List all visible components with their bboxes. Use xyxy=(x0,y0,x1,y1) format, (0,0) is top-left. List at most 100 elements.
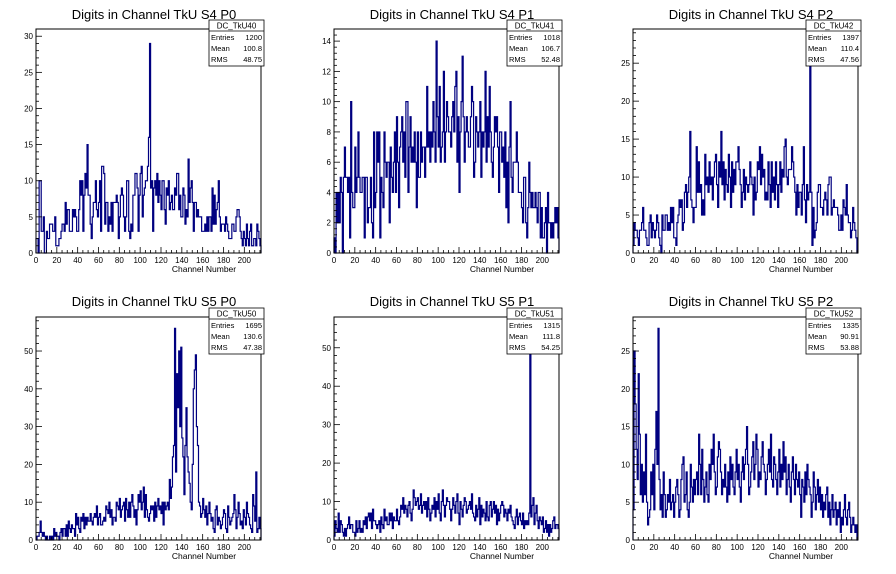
histogram-bin xyxy=(502,502,503,540)
stats-row-value: 48.75 xyxy=(243,55,262,64)
histogram-bin xyxy=(468,147,469,253)
stats-box-frame xyxy=(208,307,265,355)
histogram-bin xyxy=(53,231,54,253)
histogram-bin xyxy=(772,480,773,540)
histogram-bin xyxy=(676,245,677,253)
histogram-bin xyxy=(179,210,180,253)
histogram-bin xyxy=(145,181,146,253)
histogram-bin xyxy=(146,181,147,253)
histogram-bin xyxy=(467,509,468,540)
chart-title: Digits in Channel TkU S5 P2 xyxy=(669,294,834,309)
histogram-bin xyxy=(81,195,82,253)
y-tick-label: 50 xyxy=(322,344,331,353)
histogram-bin xyxy=(441,147,442,253)
histogram-bin xyxy=(402,509,403,540)
histogram-bin xyxy=(806,223,807,253)
stats-row-label: Entries xyxy=(808,321,832,330)
histogram-bin xyxy=(94,202,95,253)
histogram-bin xyxy=(103,166,104,253)
histogram-bin xyxy=(508,223,509,253)
x-axis-label: Channel Number xyxy=(470,264,534,274)
histogram-bin xyxy=(163,525,164,540)
stats-row-label: Mean xyxy=(808,332,827,341)
histogram-bin xyxy=(354,208,355,253)
histogram-bin xyxy=(647,245,648,253)
histogram-bin xyxy=(644,495,645,540)
histogram-bin xyxy=(422,513,423,540)
histogram-bin xyxy=(731,207,732,253)
histogram-bin xyxy=(704,215,705,253)
x-tick-label: 160 xyxy=(793,256,807,265)
histogram-bin xyxy=(477,517,478,540)
histogram-bin xyxy=(108,514,109,540)
x-axis-label: Channel Number xyxy=(172,264,236,274)
histogram-bin xyxy=(680,207,681,253)
histogram-bin xyxy=(791,169,792,253)
x-tick-label: 200 xyxy=(835,543,849,552)
histogram-bin xyxy=(679,517,680,540)
histogram-bin xyxy=(763,177,764,253)
histogram-bin xyxy=(663,230,664,253)
histogram-bin xyxy=(488,147,489,253)
histogram-bin xyxy=(809,192,810,253)
histogram-bin xyxy=(337,532,338,540)
histogram-bin xyxy=(815,510,816,540)
histogram-bin xyxy=(763,464,764,540)
x-tick-label: 140 xyxy=(772,543,786,552)
histogram-bin xyxy=(70,532,71,540)
x-tick-label: 20 xyxy=(52,256,61,265)
stats-row-value: 47.38 xyxy=(243,343,262,352)
histogram-bin xyxy=(468,505,469,540)
histogram-bin xyxy=(180,427,181,540)
histogram-bin xyxy=(731,480,732,540)
histogram-bin xyxy=(353,532,354,540)
y-tick-label: 40 xyxy=(24,385,33,394)
plot-frame xyxy=(35,28,262,254)
x-tick-label: 20 xyxy=(350,256,359,265)
histogram-bin xyxy=(214,532,215,540)
y-tick-label: 0 xyxy=(626,249,631,258)
stats-box-title: DC_TkU52 xyxy=(814,310,854,319)
histogram-bin xyxy=(240,525,241,540)
histogram-bin xyxy=(356,192,357,253)
histogram-bin xyxy=(366,528,367,540)
histogram-bin xyxy=(407,517,408,540)
histogram-bin xyxy=(128,517,129,540)
histogram-bin xyxy=(693,223,694,253)
histogram-bin xyxy=(715,495,716,540)
x-tick-label: 200 xyxy=(238,543,252,552)
histogram-bin xyxy=(514,528,515,540)
histogram-bin xyxy=(699,192,700,253)
histogram-bin xyxy=(806,495,807,540)
x-tick-label: 80 xyxy=(413,543,422,552)
histogram-bin xyxy=(827,215,828,253)
y-tick-label: 20 xyxy=(621,97,630,106)
histogram-bin xyxy=(756,192,757,253)
histogram-bin xyxy=(733,192,734,253)
histogram-bin xyxy=(337,223,338,253)
histogram-bin xyxy=(783,177,784,253)
plot-frame xyxy=(632,28,859,254)
histogram-bin xyxy=(512,192,513,253)
x-tick-label: 160 xyxy=(793,543,807,552)
stats-box-frame xyxy=(805,19,862,67)
histogram-bin xyxy=(362,532,363,540)
histogram-bin xyxy=(101,525,102,540)
plot-frame xyxy=(35,316,262,541)
histogram-bin xyxy=(812,245,813,253)
histogram-bin xyxy=(477,132,478,253)
y-tick-label: 2 xyxy=(327,219,332,228)
histogram-bin xyxy=(462,517,463,540)
histogram-bin xyxy=(687,207,688,253)
x-tick-label: 0 xyxy=(332,256,337,265)
stats-row-label: Mean xyxy=(211,44,230,53)
histogram-bin xyxy=(236,529,237,540)
histogram-bin xyxy=(194,370,195,540)
histogram-bin xyxy=(153,231,154,253)
histogram-bin xyxy=(782,480,783,540)
histogram-bin xyxy=(107,510,108,540)
histogram-bin xyxy=(378,162,379,253)
stats-row-label: Mean xyxy=(509,332,528,341)
histogram-bin xyxy=(425,177,426,253)
x-tick-label: 100 xyxy=(431,256,445,265)
